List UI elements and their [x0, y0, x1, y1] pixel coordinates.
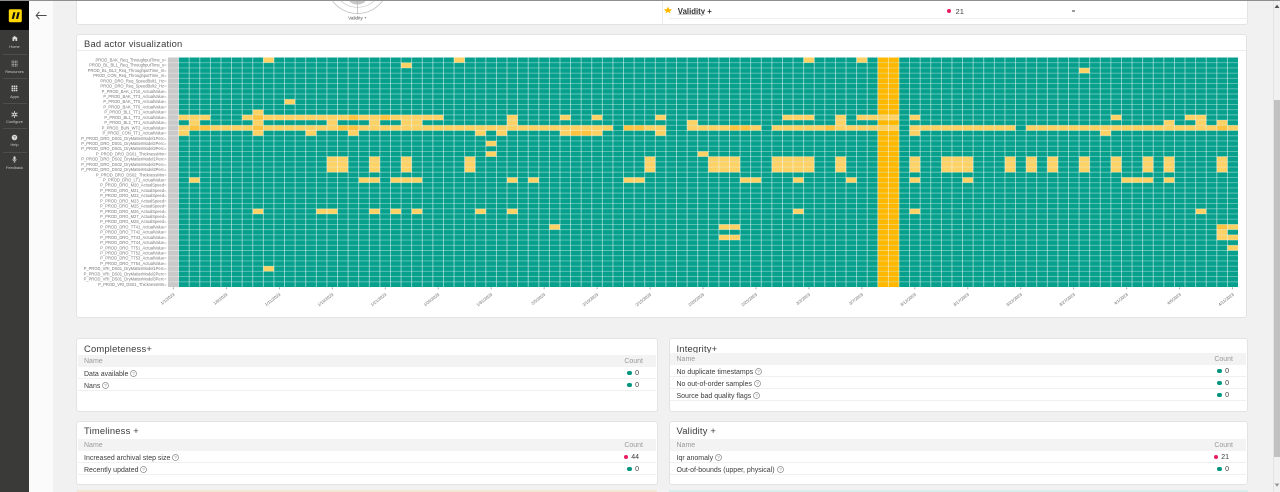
svg-text:?: ? — [175, 455, 178, 460]
svg-text:P_PROD_DRO_M22_ActualSpeed=: P_PROD_DRO_M22_ActualSpeed= — [100, 193, 167, 198]
svg-text:P_PROD_VRI_DS01_DryMatterModel: P_PROD_VRI_DS01_DryMatterModel3Perc= — [84, 277, 168, 282]
svg-text:?: ? — [779, 467, 782, 472]
svg-text:P_PROD_DRO_LT1_ActualValue=: P_PROD_DRO_LT1_ActualValue= — [103, 177, 167, 182]
svg-text:Validity +: Validity + — [348, 15, 367, 20]
svg-text:P_PROD_DRO_TT42_ActualValue=: P_PROD_DRO_TT42_ActualValue= — [100, 230, 167, 235]
svg-text:1/6/2023: 1/6/2023 — [212, 291, 228, 305]
svg-text:1/26/2023: 1/26/2023 — [422, 291, 440, 307]
svg-text:P_PROD_DRO_DS01_ThicknessMm=: P_PROD_DRO_DS01_ThicknessMm= — [96, 151, 167, 156]
svg-text:?: ? — [756, 381, 759, 386]
svg-text:P_PROD_BAK_TT3_ActualValue=: P_PROD_BAK_TT3_ActualValue= — [103, 94, 167, 99]
svg-text:P_PROD_BAK_TT5_ActualValue=: P_PROD_BAK_TT5_ActualValue= — [103, 99, 167, 104]
svg-text:P_PROD_CON_TT1_ActualValue=: P_PROD_CON_TT1_ActualValue= — [103, 131, 168, 136]
svg-text:P_PROD_DRO_M26_ActualSpeed=: P_PROD_DRO_M26_ActualSpeed= — [100, 209, 167, 214]
svg-text:4/11/2023: 4/11/2023 — [1217, 291, 1235, 307]
svg-text:1/31/2023: 1/31/2023 — [475, 291, 493, 307]
svg-text:P_PROD_DRO_DS02_DryMatterModel: P_PROD_DRO_DS02_DryMatterModel1Perc= — [81, 157, 167, 162]
svg-text:P_PROD_DRO_TT41_ActualValue=: P_PROD_DRO_TT41_ActualValue= — [100, 224, 167, 229]
svg-text:P_PROD_DRO_TT51_ActualValue=: P_PROD_DRO_TT51_ActualValue= — [100, 245, 167, 250]
svg-text:P_PROD_DRO_DS02_DryMatterModel: P_PROD_DRO_DS02_DryMatterModel2Perc= — [81, 162, 167, 167]
svg-text:P_PROD_VRI_DS01_DryMatterModel: P_PROD_VRI_DS01_DryMatterModel1Perc= — [84, 266, 168, 271]
svg-text:1/16/2023: 1/16/2023 — [317, 291, 335, 307]
svg-text:PROD_DRO_Req_SpeedBelt2_Hz=: PROD_DRO_Req_SpeedBelt2_Hz= — [100, 84, 167, 89]
svg-text:1/1/2023: 1/1/2023 — [159, 291, 175, 305]
svg-text:P_PROD_DRO_DS01_DryMatterModel: P_PROD_DRO_DS01_DryMatterModel2Perc= — [81, 141, 167, 146]
svg-text:?: ? — [717, 455, 720, 460]
svg-text:3/2/2023: 3/2/2023 — [795, 291, 811, 305]
svg-text:4/6/2023: 4/6/2023 — [1166, 291, 1182, 305]
svg-text:?: ? — [105, 383, 108, 388]
svg-text:3/17/2023: 3/17/2023 — [952, 291, 970, 307]
svg-text:P_PROD_VRI_DS01_ThicknessMm=: P_PROD_VRI_DS01_ThicknessMm= — [98, 282, 167, 287]
svg-text:P_PROD_DRO_TT53_ActualValue=: P_PROD_DRO_TT53_ActualValue= — [100, 256, 167, 261]
svg-text:P_PROD_BL1_TT2_ActualValue=: P_PROD_BL1_TT2_ActualValue= — [104, 115, 167, 120]
svg-text:P_PROD_BL2_TT1_ActualValue=: P_PROD_BL2_TT1_ActualValue= — [104, 120, 167, 125]
svg-text:P_PROD_DRO_TT54_ActualValue=: P_PROD_DRO_TT54_ActualValue= — [100, 261, 167, 266]
svg-text:P_PROD_VRI_DS01_DryMatterModel: P_PROD_VRI_DS01_DryMatterModel2Perc= — [84, 271, 168, 276]
svg-text:P_PROD_DRO_M25_ActualSpeed=: P_PROD_DRO_M25_ActualSpeed= — [100, 204, 167, 209]
svg-text:PROD_BL_BL1_Req_ThroughputTime: PROD_BL_BL1_Req_ThroughputTime_s= — [89, 63, 167, 68]
svg-text:P_PROD_DRO_M28_ActualSpeed=: P_PROD_DRO_M28_ActualSpeed= — [100, 219, 167, 224]
svg-text:?: ? — [133, 371, 136, 376]
svg-text:P_PROD_DRO_TT43_ActualValue=: P_PROD_DRO_TT43_ActualValue= — [100, 235, 167, 240]
svg-text:P_PROD_BUN_WT2_ActualValue=: P_PROD_BUN_WT2_ActualValue= — [102, 125, 167, 130]
svg-text:?: ? — [13, 135, 16, 140]
svg-text:2/15/2023: 2/15/2023 — [634, 291, 652, 307]
svg-text:P_PROD_DRO_DS02_DryMatterModel: P_PROD_DRO_DS02_DryMatterModel3Perc= — [81, 167, 167, 172]
svg-text:1/21/2023: 1/21/2023 — [370, 291, 388, 307]
svg-text:P_PROD_DRO_TT44_ActualValue=: P_PROD_DRO_TT44_ActualValue= — [100, 240, 167, 245]
svg-text:4/1/2023: 4/1/2023 — [1113, 291, 1129, 305]
svg-text:?: ? — [757, 369, 760, 374]
svg-text:?: ? — [143, 467, 146, 472]
svg-text:P_PROD_DRO_DS01_DryMatterModel: P_PROD_DRO_DS01_DryMatterModel3Perc= — [81, 146, 167, 151]
svg-text:PROD_DRO_Req_SpeedBelt1_Hz=: PROD_DRO_Req_SpeedBelt1_Hz= — [100, 78, 167, 83]
svg-text:PROD_BAK_Req_ThroughputTime_s=: PROD_BAK_Req_ThroughputTime_s= — [96, 58, 168, 63]
svg-text:3/12/2023: 3/12/2023 — [899, 291, 917, 307]
svg-text:P_PROD_DRO_M20_ActualSpeed=: P_PROD_DRO_M20_ActualSpeed= — [100, 183, 167, 188]
svg-text:P_PROD_DRO_M27_ActualSpeed=: P_PROD_DRO_M27_ActualSpeed= — [100, 214, 167, 219]
svg-text:P_PROD_BAK_TT6_ActualValue=: P_PROD_BAK_TT6_ActualValue= — [103, 104, 167, 109]
svg-text:P_PROD_DRO_M21_ActualSpeed=: P_PROD_DRO_M21_ActualSpeed= — [100, 188, 167, 193]
svg-text:PROD_BL_BL2_Req_ThroughputTime: PROD_BL_BL2_Req_ThroughputTime_m= — [88, 68, 167, 73]
svg-text:2/25/2023: 2/25/2023 — [740, 291, 758, 307]
svg-text:P_PROD_BL1_TT1_ActualValue=: P_PROD_BL1_TT1_ActualValue= — [104, 110, 167, 115]
svg-text:2/10/2023: 2/10/2023 — [581, 291, 599, 307]
svg-text:3/27/2023: 3/27/2023 — [1058, 291, 1076, 307]
svg-text:2/5/2023: 2/5/2023 — [530, 291, 546, 305]
svg-text:P_PROD_BAK_LT10_ActualValue=: P_PROD_BAK_LT10_ActualValue= — [102, 89, 167, 94]
svg-text:P_PROD_DRO_DS01_DryMatterModel: P_PROD_DRO_DS01_DryMatterModel1Perc= — [81, 136, 167, 141]
svg-text:PROD_CON_Req_ThroughputTime_m=: PROD_CON_Req_ThroughputTime_m= — [93, 73, 167, 78]
svg-text:P_PROD_DRO_TT52_ActualValue=: P_PROD_DRO_TT52_ActualValue= — [100, 251, 167, 256]
svg-text:P_PROD_DRO_M23_ActualSpeed=: P_PROD_DRO_M23_ActualSpeed= — [100, 198, 167, 203]
svg-text:3/7/2023: 3/7/2023 — [848, 291, 864, 305]
svg-text:2/20/2023: 2/20/2023 — [687, 291, 705, 307]
svg-text:1/11/2023: 1/11/2023 — [264, 291, 282, 307]
svg-text:3/22/2023: 3/22/2023 — [1005, 291, 1023, 307]
svg-text:P_PROD_DRO_DS02_ThicknessMm=: P_PROD_DRO_DS02_ThicknessMm= — [96, 172, 167, 177]
svg-text:?: ? — [755, 393, 758, 398]
